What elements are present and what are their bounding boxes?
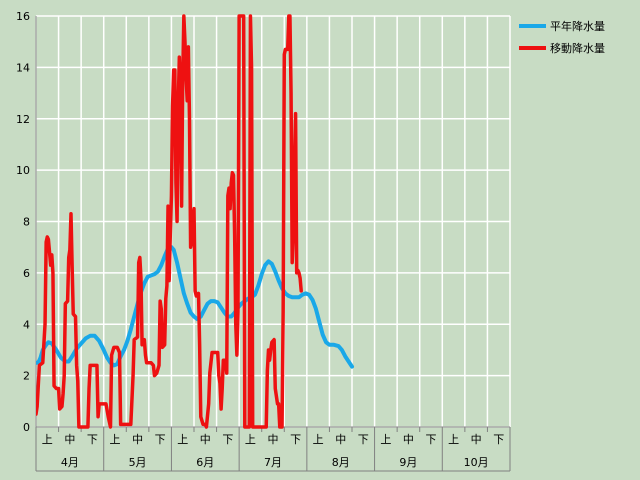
x-tick-label-period: 下 [87, 433, 98, 446]
x-tick-label-month: 9月 [399, 456, 417, 469]
x-tick-label-period: 上 [380, 433, 391, 446]
x-tick-label-month: 10月 [464, 456, 489, 469]
legend-label-normal: 平年降水量 [550, 19, 605, 33]
x-tick-label-period: 上 [42, 433, 53, 446]
x-tick-label-period: 中 [403, 433, 414, 446]
legend: 平年降水量 移動降水量 [519, 19, 605, 55]
x-tick-label-period: 下 [358, 433, 369, 446]
x-tick-label-month: 7月 [264, 456, 282, 469]
y-tick-label: 0 [23, 421, 30, 434]
x-tick-label-month: 6月 [196, 456, 214, 469]
x-tick-label-period: 下 [222, 433, 233, 446]
x-tick-label-month: 8月 [332, 456, 350, 469]
x-tick-label-period: 上 [448, 433, 459, 446]
x-tick-label-period: 中 [335, 433, 346, 446]
x-tick-label-period: 上 [110, 433, 121, 446]
y-tick-label: 4 [23, 318, 30, 331]
x-tick-label-month: 5月 [129, 456, 147, 469]
y-tick-label: 12 [16, 113, 30, 126]
y-tick-label: 8 [23, 216, 30, 229]
x-tick-label-period: 中 [132, 433, 143, 446]
y-tick-label: 2 [23, 370, 30, 383]
x-tick-label-period: 上 [313, 433, 324, 446]
legend-label-moving: 移動降水量 [550, 41, 605, 55]
x-tick-label-period: 上 [245, 433, 256, 446]
plot-area: 0246810121416上中下4月上中下5月上中下6月上中下7月上中下8月上中… [16, 10, 511, 472]
x-tick-label-month: 4月 [61, 456, 79, 469]
x-tick-label-period: 中 [268, 433, 279, 446]
x-tick-label-period: 下 [155, 433, 166, 446]
y-tick-label: 6 [23, 267, 30, 280]
x-tick-label-period: 中 [200, 433, 211, 446]
x-tick-label-period: 下 [290, 433, 301, 446]
y-tick-label: 10 [16, 164, 30, 177]
x-tick-label-period: 下 [493, 433, 504, 446]
y-tick-label: 16 [16, 10, 30, 23]
series-line-moving [36, 14, 303, 429]
x-tick-label-period: 下 [426, 433, 437, 446]
x-tick-label-period: 中 [64, 433, 75, 446]
series-line-normal [36, 245, 354, 369]
y-tick-label: 14 [16, 61, 30, 74]
x-tick-label-period: 中 [471, 433, 482, 446]
x-tick-label-period: 上 [177, 433, 188, 446]
